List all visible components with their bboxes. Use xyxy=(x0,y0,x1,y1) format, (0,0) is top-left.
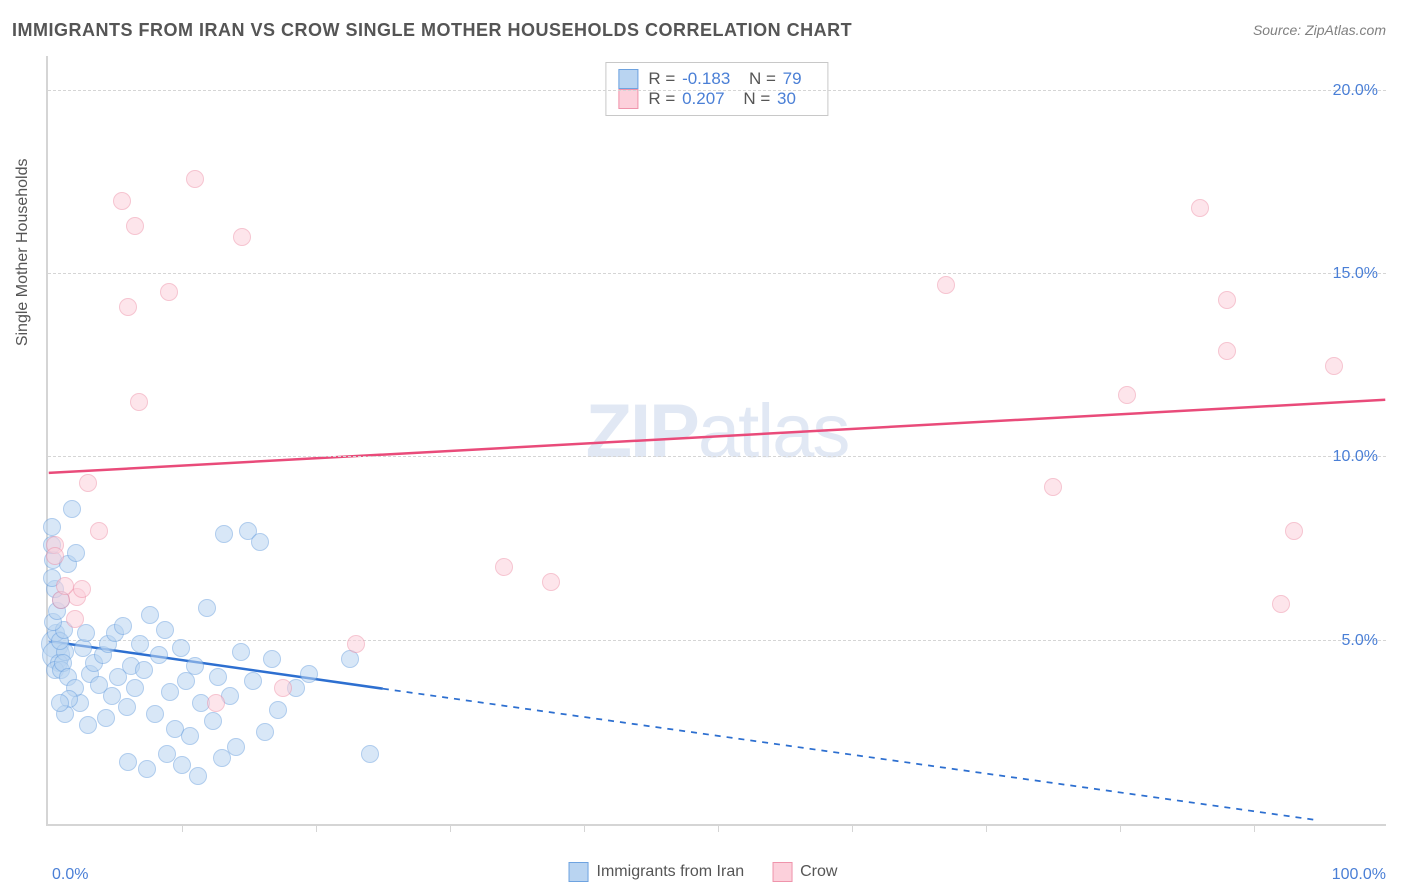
legend-item-crow: Crow xyxy=(772,862,837,882)
chart-title: IMMIGRANTS FROM IRAN VS CROW SINGLE MOTH… xyxy=(12,20,852,41)
y-tick-label: 15.0% xyxy=(1333,265,1378,283)
legend-bottom: Immigrants from Iran Crow xyxy=(569,862,838,882)
y-tick-label: 20.0% xyxy=(1333,82,1378,100)
x-minor-tick xyxy=(1120,824,1121,832)
x-minor-tick xyxy=(450,824,451,832)
x-tick-label-min: 0.0% xyxy=(52,866,88,884)
y-tick-label: 10.0% xyxy=(1333,448,1378,466)
gridline-h xyxy=(48,640,1386,641)
x-minor-tick xyxy=(316,824,317,832)
source-label: Source: ZipAtlas.com xyxy=(1253,22,1386,38)
y-tick-label: 5.0% xyxy=(1342,632,1378,650)
legend-label-iran: Immigrants from Iran xyxy=(597,863,745,881)
trend-line-crow xyxy=(49,400,1386,473)
x-minor-tick xyxy=(182,824,183,832)
trend-line-dash-iran xyxy=(383,689,1319,821)
x-tick-label-max: 100.0% xyxy=(1332,866,1386,884)
legend-swatch-iran xyxy=(569,862,589,882)
gridline-h xyxy=(48,456,1386,457)
trend-line-iran xyxy=(49,641,383,689)
gridline-h xyxy=(48,273,1386,274)
x-minor-tick xyxy=(718,824,719,832)
x-minor-tick xyxy=(852,824,853,832)
plot-area: ZIPatlas R = -0.183 N = 79 R = 0.207 N =… xyxy=(46,56,1386,826)
chart-container: IMMIGRANTS FROM IRAN VS CROW SINGLE MOTH… xyxy=(0,0,1406,892)
y-axis-title: Single Mother Households xyxy=(14,158,32,346)
legend-item-iran: Immigrants from Iran xyxy=(569,862,745,882)
legend-label-crow: Crow xyxy=(800,863,837,881)
gridline-h xyxy=(48,90,1386,91)
x-minor-tick xyxy=(1254,824,1255,832)
legend-swatch-crow xyxy=(772,862,792,882)
x-minor-tick xyxy=(584,824,585,832)
trend-lines-svg xyxy=(48,56,1386,824)
x-minor-tick xyxy=(986,824,987,832)
